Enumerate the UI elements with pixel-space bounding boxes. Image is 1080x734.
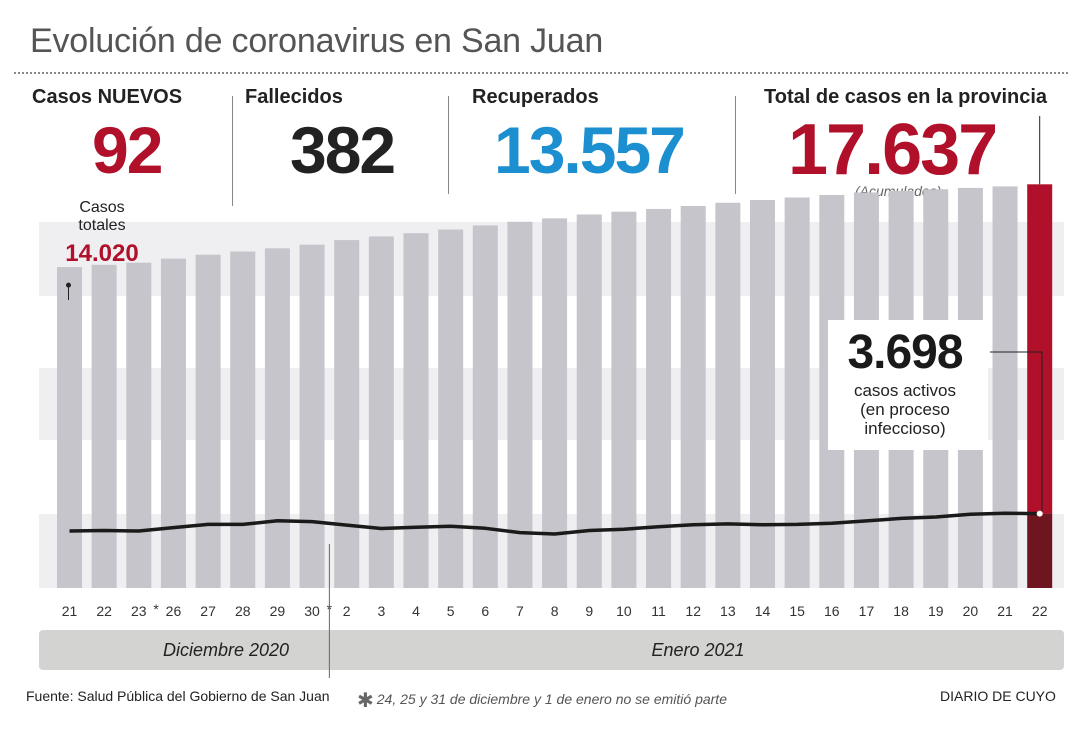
- x-tick-label: 8: [551, 603, 559, 619]
- bar: [680, 205, 706, 589]
- x-tick-label: 26: [166, 603, 182, 619]
- x-tick-label: 18: [893, 603, 909, 619]
- bar: [576, 214, 602, 588]
- x-tick-label: 14: [755, 603, 771, 619]
- x-tick-label: 17: [859, 603, 875, 619]
- active-cases-value: 3.698: [847, 326, 962, 379]
- bar: [91, 264, 117, 588]
- x-tick-label: 28: [235, 603, 251, 619]
- bar: [646, 208, 672, 588]
- bar: [611, 211, 637, 588]
- bar: [750, 200, 775, 589]
- x-tick-label: 21: [62, 603, 78, 619]
- x-tick-label: 10: [616, 603, 632, 619]
- first-bar-label: Casos: [79, 199, 124, 216]
- x-tick-label: 5: [447, 603, 455, 619]
- active-cases-label: (en proceso: [860, 400, 950, 419]
- first-bar-value: 14.020: [65, 240, 138, 267]
- bar: [715, 202, 741, 588]
- active-cases-leader: [990, 351, 1043, 512]
- x-tick-label: 21: [997, 603, 1013, 619]
- x-tick-label: 22: [96, 603, 112, 619]
- highlight-bar-active: [1027, 513, 1053, 588]
- x-tick-label: 30: [304, 603, 320, 619]
- x-tick-label: 20: [963, 603, 979, 619]
- bar: [57, 267, 82, 588]
- month-label-december: Diciembre 2020: [163, 640, 289, 660]
- active-cases-line: [69, 511, 1040, 536]
- bar: [299, 244, 325, 588]
- x-tick-label: 9: [585, 603, 593, 619]
- x-tick-label: 3: [377, 603, 385, 619]
- x-tick-label: 2: [343, 603, 351, 619]
- bar: [438, 229, 464, 588]
- x-tick-label: 23: [131, 603, 147, 619]
- active-callout-box: [828, 320, 988, 450]
- asterisk-icon: ✱: [357, 690, 374, 712]
- bar: [160, 258, 186, 588]
- x-tick-label: 15: [789, 603, 805, 619]
- first-bar-label: totales: [78, 217, 125, 234]
- bar: [784, 197, 810, 588]
- bar: [195, 254, 221, 588]
- x-tick-label: 7: [516, 603, 524, 619]
- active-cases-dot: [1036, 510, 1043, 517]
- stat-value-total-cases: 17.637: [788, 110, 998, 190]
- month-band: [39, 630, 1064, 670]
- bar: [403, 233, 429, 588]
- bar: [542, 218, 568, 588]
- stat-label-recovered: Recuperados: [472, 86, 599, 108]
- bar: [472, 225, 498, 588]
- x-tick-label: 13: [720, 603, 736, 619]
- x-tick-label: 22: [1032, 603, 1048, 619]
- active-cases-label: casos activos: [854, 381, 956, 400]
- stat-divider: [735, 96, 736, 194]
- publisher-brand: DIARIO DE CUYO: [940, 688, 1056, 704]
- month-label-january: Enero 2021: [651, 640, 744, 660]
- stat-value-deaths: 382: [290, 113, 396, 187]
- skip-marker: *: [153, 601, 159, 617]
- stat-divider: [448, 96, 449, 194]
- skip-note-text: 24, 25 y 31 de diciembre y 1 de enero no…: [376, 691, 727, 707]
- top-divider: [14, 72, 1068, 74]
- stat-value-recovered: 13.557: [494, 113, 686, 187]
- x-tick-label: 16: [824, 603, 840, 619]
- source-note: Fuente: Salud Pública del Gobierno de Sa…: [26, 688, 330, 704]
- x-tick-label: 4: [412, 603, 420, 619]
- stat-divider: [232, 96, 233, 206]
- bar: [507, 221, 533, 588]
- x-tick-label: 19: [928, 603, 944, 619]
- bar: [334, 240, 360, 589]
- stat-value-new-cases: 92: [92, 113, 163, 187]
- highlight-bar-total: [1027, 184, 1053, 514]
- stat-label-deaths: Fallecidos: [245, 86, 343, 108]
- bar: [230, 251, 256, 589]
- bar: [264, 248, 290, 588]
- x-tick-label: 6: [481, 603, 489, 619]
- stat-label-total-cases: Total de casos en la provincia: [764, 86, 1048, 108]
- x-tick-label: 12: [685, 603, 701, 619]
- x-tick-label: 27: [200, 603, 216, 619]
- active-cases-label: infeccioso): [864, 419, 945, 438]
- x-tick-label: 11: [651, 603, 666, 619]
- page-title: Evolución de coronavirus en San Juan: [30, 22, 604, 60]
- x-tick-label: 29: [270, 603, 286, 619]
- bar: [368, 236, 394, 588]
- bar: [992, 186, 1018, 589]
- skip-note: ✱ 24, 25 y 31 de diciembre y 1 de enero n…: [357, 688, 727, 713]
- stat-label-new-cases: Casos NUEVOS: [32, 86, 183, 108]
- bar: [126, 262, 152, 588]
